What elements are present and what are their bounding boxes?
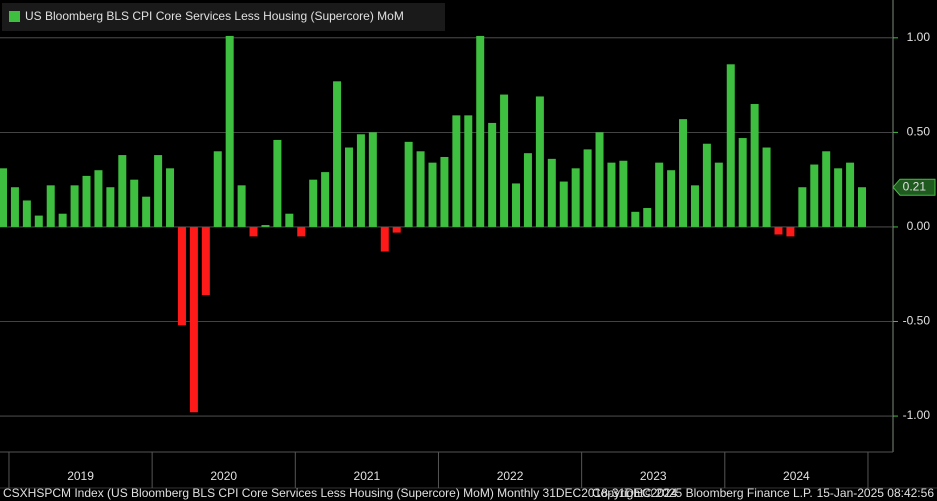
bar [392,226,401,233]
bar [523,153,532,227]
bar [798,187,807,227]
bar [34,215,43,227]
bar [500,94,509,227]
bar [750,104,759,227]
bar [380,226,389,252]
bar [261,225,270,227]
bar [858,187,866,227]
bar [667,170,676,227]
bar [10,187,19,227]
bar [702,143,711,227]
bar [285,213,294,227]
bar [237,185,246,227]
bar [834,168,843,227]
bar [631,211,640,227]
bar [213,151,222,227]
bar [333,81,342,227]
bar [154,155,163,227]
bar [225,35,234,227]
bar [655,162,664,227]
bar [22,200,31,227]
bar [619,160,628,227]
x-tick-label: 2021 [354,469,381,483]
x-tick-label: 2023 [640,469,667,483]
bar [583,149,592,227]
bar [726,64,735,227]
bar [786,226,795,237]
bar [166,168,175,227]
bar [535,96,544,227]
x-tick-label: 2022 [497,469,524,483]
last-value-tag [892,178,936,196]
x-tick-label: 2019 [67,469,94,483]
bar [297,226,306,237]
bar [249,226,258,237]
bar [404,141,413,227]
bar [738,138,747,227]
bar [690,185,699,227]
bar [356,134,365,227]
last-value-label: 0.21 [903,179,927,193]
bar [464,115,473,227]
bar [488,122,497,227]
bar [822,151,831,227]
bar [189,226,198,413]
y-tick-label: -0.50 [903,314,931,328]
bar [94,170,103,227]
bar [46,185,55,227]
chart-title: US Bloomberg BLS CPI Core Services Less … [25,9,404,23]
x-tick-label: 2024 [783,469,810,483]
bar [714,162,723,227]
bar [344,147,353,227]
bar [440,156,449,227]
bar [177,226,186,326]
bar [607,162,616,227]
bar [846,162,855,227]
bar [106,187,115,227]
bar [559,181,568,227]
legend-box [2,3,445,31]
bar [130,179,139,227]
bar [452,115,461,227]
bar [142,196,151,227]
x-tick-label: 2020 [210,469,237,483]
bar [0,168,7,227]
footer-right: 15-Jan-2025 08:42:56 [817,486,935,500]
bar [309,179,318,227]
bar [82,175,91,227]
bar [547,158,556,227]
bar [595,132,604,227]
bar [70,185,79,227]
bar [368,132,377,227]
bar [201,226,210,296]
bar [774,226,783,235]
legend-swatch [9,11,20,22]
bar [679,119,688,227]
y-tick-label: -1.00 [903,408,931,422]
y-tick-label: 0.00 [907,219,931,233]
bar [118,155,127,227]
bar [810,164,819,227]
y-tick-label: 1.00 [907,30,931,44]
footer-left: CSXHSPCM Index (US Bloomberg BLS CPI Cor… [3,486,678,500]
bar [321,172,330,227]
bar [512,183,521,227]
bar [428,162,437,227]
bar [762,147,771,227]
bar [476,35,485,227]
bar [58,213,67,227]
bar [571,168,580,227]
bar [643,208,652,227]
bar [273,139,282,227]
bar [416,151,425,227]
y-tick-label: 0.50 [907,125,931,139]
footer-center: Copyright© 2025 Bloomberg Finance L.P. [592,486,813,500]
